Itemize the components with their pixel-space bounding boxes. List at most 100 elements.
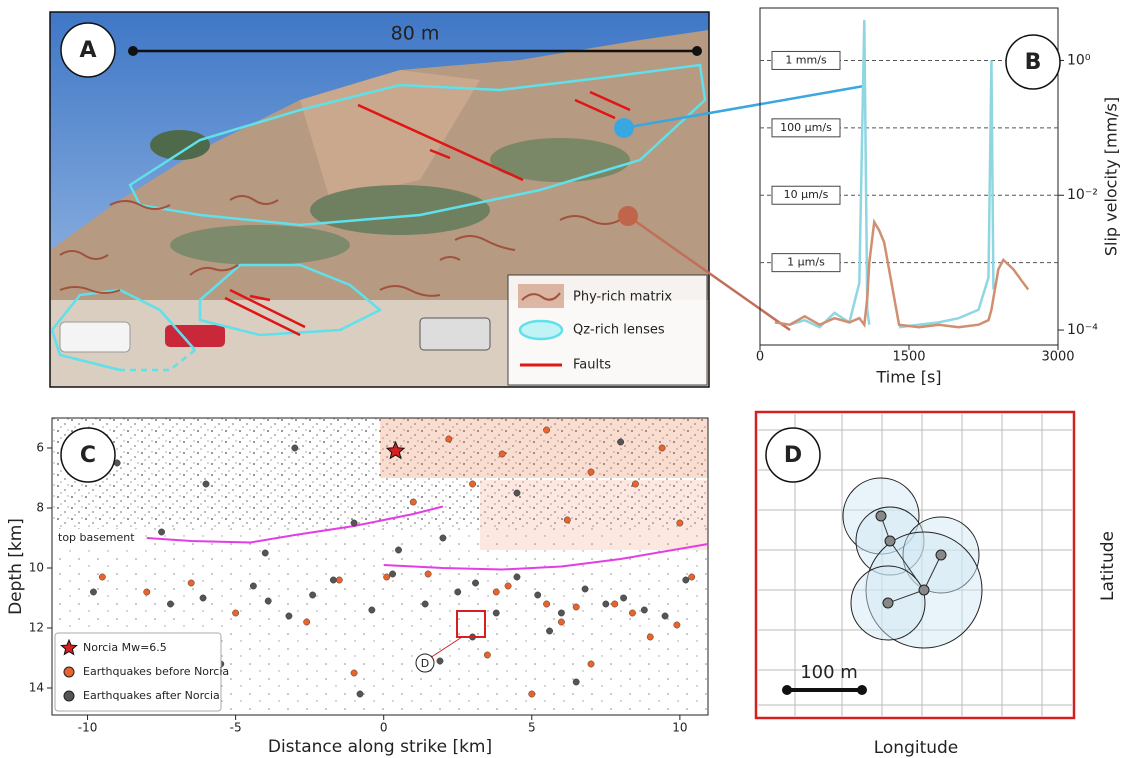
panel-badge	[765, 427, 821, 483]
x-tick-label: 5	[528, 721, 536, 735]
point	[395, 546, 402, 554]
y-tick-label: 6	[36, 441, 44, 455]
scale-end	[692, 46, 702, 56]
point	[356, 690, 364, 698]
inset-box	[456, 610, 486, 638]
point	[409, 498, 417, 506]
point	[285, 612, 293, 620]
connector-dot	[614, 118, 634, 138]
x-tick-label: 1500	[892, 350, 925, 365]
reference-label: 1 µm/s	[787, 256, 825, 269]
point	[469, 480, 476, 488]
point	[492, 588, 500, 596]
point	[158, 528, 165, 536]
legend-text: Norcia Mw=6.5	[83, 641, 167, 654]
y-tick-label: 10⁻²	[1067, 187, 1098, 203]
connector	[623, 84, 865, 130]
point	[620, 594, 627, 602]
point	[617, 438, 625, 446]
point	[261, 549, 269, 557]
scale-end	[128, 46, 138, 56]
y-axis-label: Slip velocity [mm/s]	[1102, 97, 1121, 256]
point	[546, 627, 553, 635]
y-tick-label: 10⁻⁴	[1067, 322, 1098, 338]
point	[167, 600, 174, 608]
legend-box	[54, 632, 222, 712]
point	[232, 609, 240, 617]
point	[629, 609, 636, 617]
point	[646, 633, 654, 641]
point	[309, 591, 317, 599]
point	[587, 660, 595, 668]
point	[368, 606, 376, 614]
scale-label: 80 m	[391, 23, 440, 45]
x-axis-label: Longitude	[874, 738, 959, 758]
inset-badge	[415, 653, 435, 673]
x-tick-label: 0	[380, 721, 388, 735]
reference-box	[771, 118, 841, 138]
point	[303, 618, 311, 626]
legend-marker	[63, 690, 75, 702]
y-tick-label: 10	[29, 561, 44, 575]
point	[513, 573, 521, 581]
point	[143, 588, 151, 596]
legend-text: Earthquakes after Norcia	[83, 689, 220, 702]
point	[483, 651, 491, 659]
point	[602, 600, 610, 608]
x-axis-label: Distance along strike [km]	[268, 737, 492, 757]
mainshock	[385, 440, 406, 460]
point	[632, 480, 639, 488]
point	[350, 669, 358, 677]
point	[249, 582, 257, 590]
annotation-box	[54, 529, 139, 547]
reference-box	[771, 185, 841, 205]
point	[572, 603, 580, 611]
point	[504, 582, 512, 590]
point	[572, 678, 580, 686]
reference-label: 1 mm/s	[785, 53, 827, 66]
point	[90, 588, 97, 596]
series-line	[774, 218, 1030, 329]
point	[291, 444, 299, 452]
photo-frame	[49, 11, 710, 388]
x-axis-label: Time [s]	[875, 368, 941, 387]
point	[543, 426, 550, 434]
point	[498, 450, 506, 458]
seismicity-texture	[52, 418, 708, 715]
point	[611, 600, 619, 608]
x-tick-label: 0	[756, 350, 764, 365]
scale-label: 100 m	[800, 662, 858, 683]
point	[492, 609, 500, 617]
point	[673, 621, 681, 629]
point	[581, 585, 589, 593]
reference-box	[771, 50, 841, 70]
point	[640, 606, 648, 614]
point	[676, 519, 684, 527]
panel-label: C	[80, 443, 96, 468]
point	[439, 534, 447, 542]
reference-label: 100 µm/s	[780, 121, 832, 134]
y-axis-label: Depth [km]	[6, 518, 26, 615]
x-tick-label: 3000	[1041, 350, 1074, 365]
point	[534, 591, 542, 599]
connector-dot	[618, 206, 638, 226]
basement-line	[146, 505, 709, 571]
legend-text: Faults	[573, 358, 611, 373]
legend-marker	[63, 666, 75, 678]
point	[557, 609, 565, 617]
inset-connector	[429, 636, 463, 659]
x-tick-label: -10	[78, 721, 98, 735]
photo-overlay	[50, 63, 707, 372]
point	[658, 444, 666, 452]
panel-badge	[60, 22, 116, 78]
point	[389, 570, 396, 578]
point	[383, 573, 391, 581]
point	[199, 594, 207, 602]
point	[421, 600, 429, 608]
point	[98, 573, 106, 581]
panel-label: D	[784, 443, 802, 468]
legend-marker	[60, 638, 78, 656]
panel-badge	[60, 427, 116, 483]
point	[543, 600, 550, 608]
